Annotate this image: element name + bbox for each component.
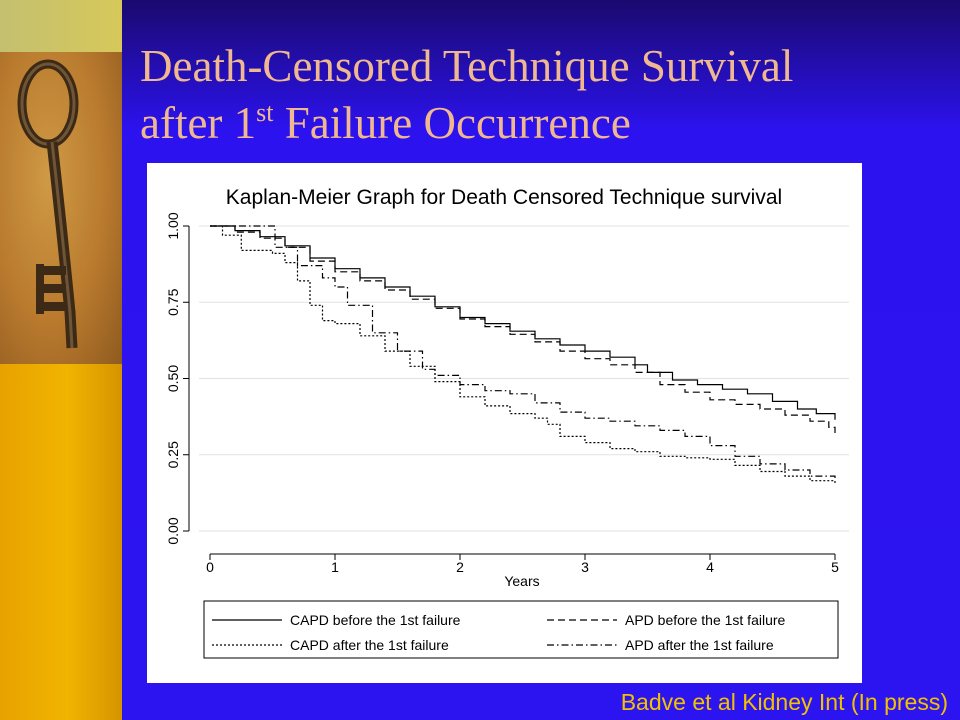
x-tick-label: 4: [706, 559, 714, 575]
antique-key-image: [0, 52, 122, 364]
y-tick-label: 0.75: [165, 288, 181, 315]
legend-label-4: APD after the 1st failure: [625, 637, 774, 653]
x-tick-label: 0: [206, 559, 214, 575]
series-line-3: [210, 225, 836, 484]
legend-label-3: CAPD after the 1st failure: [290, 637, 449, 653]
slide-title: Death-Censored Technique Survival after …: [140, 38, 940, 152]
title-text-b: Failure Occurrence: [273, 98, 631, 148]
legend: CAPD before the 1st failure APD before th…: [203, 600, 839, 659]
km-chart: Kaplan-Meier Graph for Death Censored Te…: [165, 186, 849, 659]
slide-title-line-2: after 1st Failure Occurrence: [140, 95, 940, 152]
sidebar-top-decoration: [0, 0, 122, 56]
series-line-2: [210, 225, 836, 434]
legend-box: [203, 600, 839, 659]
y-tick-label: 0.50: [165, 365, 181, 392]
legend-label-2: APD before the 1st failure: [625, 612, 786, 628]
citation: Badve et al Kidney Int (In press): [620, 689, 948, 715]
chart-title: Kaplan-Meier Graph for Death Censored Te…: [226, 186, 782, 209]
y-tick-label: 0.00: [165, 517, 181, 544]
x-tick-label: 3: [581, 559, 589, 575]
legend-label-1: CAPD before the 1st failure: [290, 612, 461, 628]
x-axis-label: Years: [504, 573, 539, 589]
y-tick-label: 1.00: [165, 212, 181, 239]
series-line-1: [210, 225, 836, 420]
x-tick-label: 5: [831, 559, 839, 575]
slide-title-line-1: Death-Censored Technique Survival: [140, 41, 794, 91]
x-tick-label: 2: [456, 559, 464, 575]
title-text-a: after 1: [140, 98, 257, 148]
chart-panel: Kaplan-Meier Graph for Death Censored Te…: [147, 163, 862, 683]
x-tick-label: 1: [331, 559, 339, 575]
title-superscript: st: [256, 98, 274, 127]
key-icon: [17, 59, 79, 349]
y-tick-label: 0.25: [165, 441, 181, 468]
series-line-4: [210, 225, 836, 480]
